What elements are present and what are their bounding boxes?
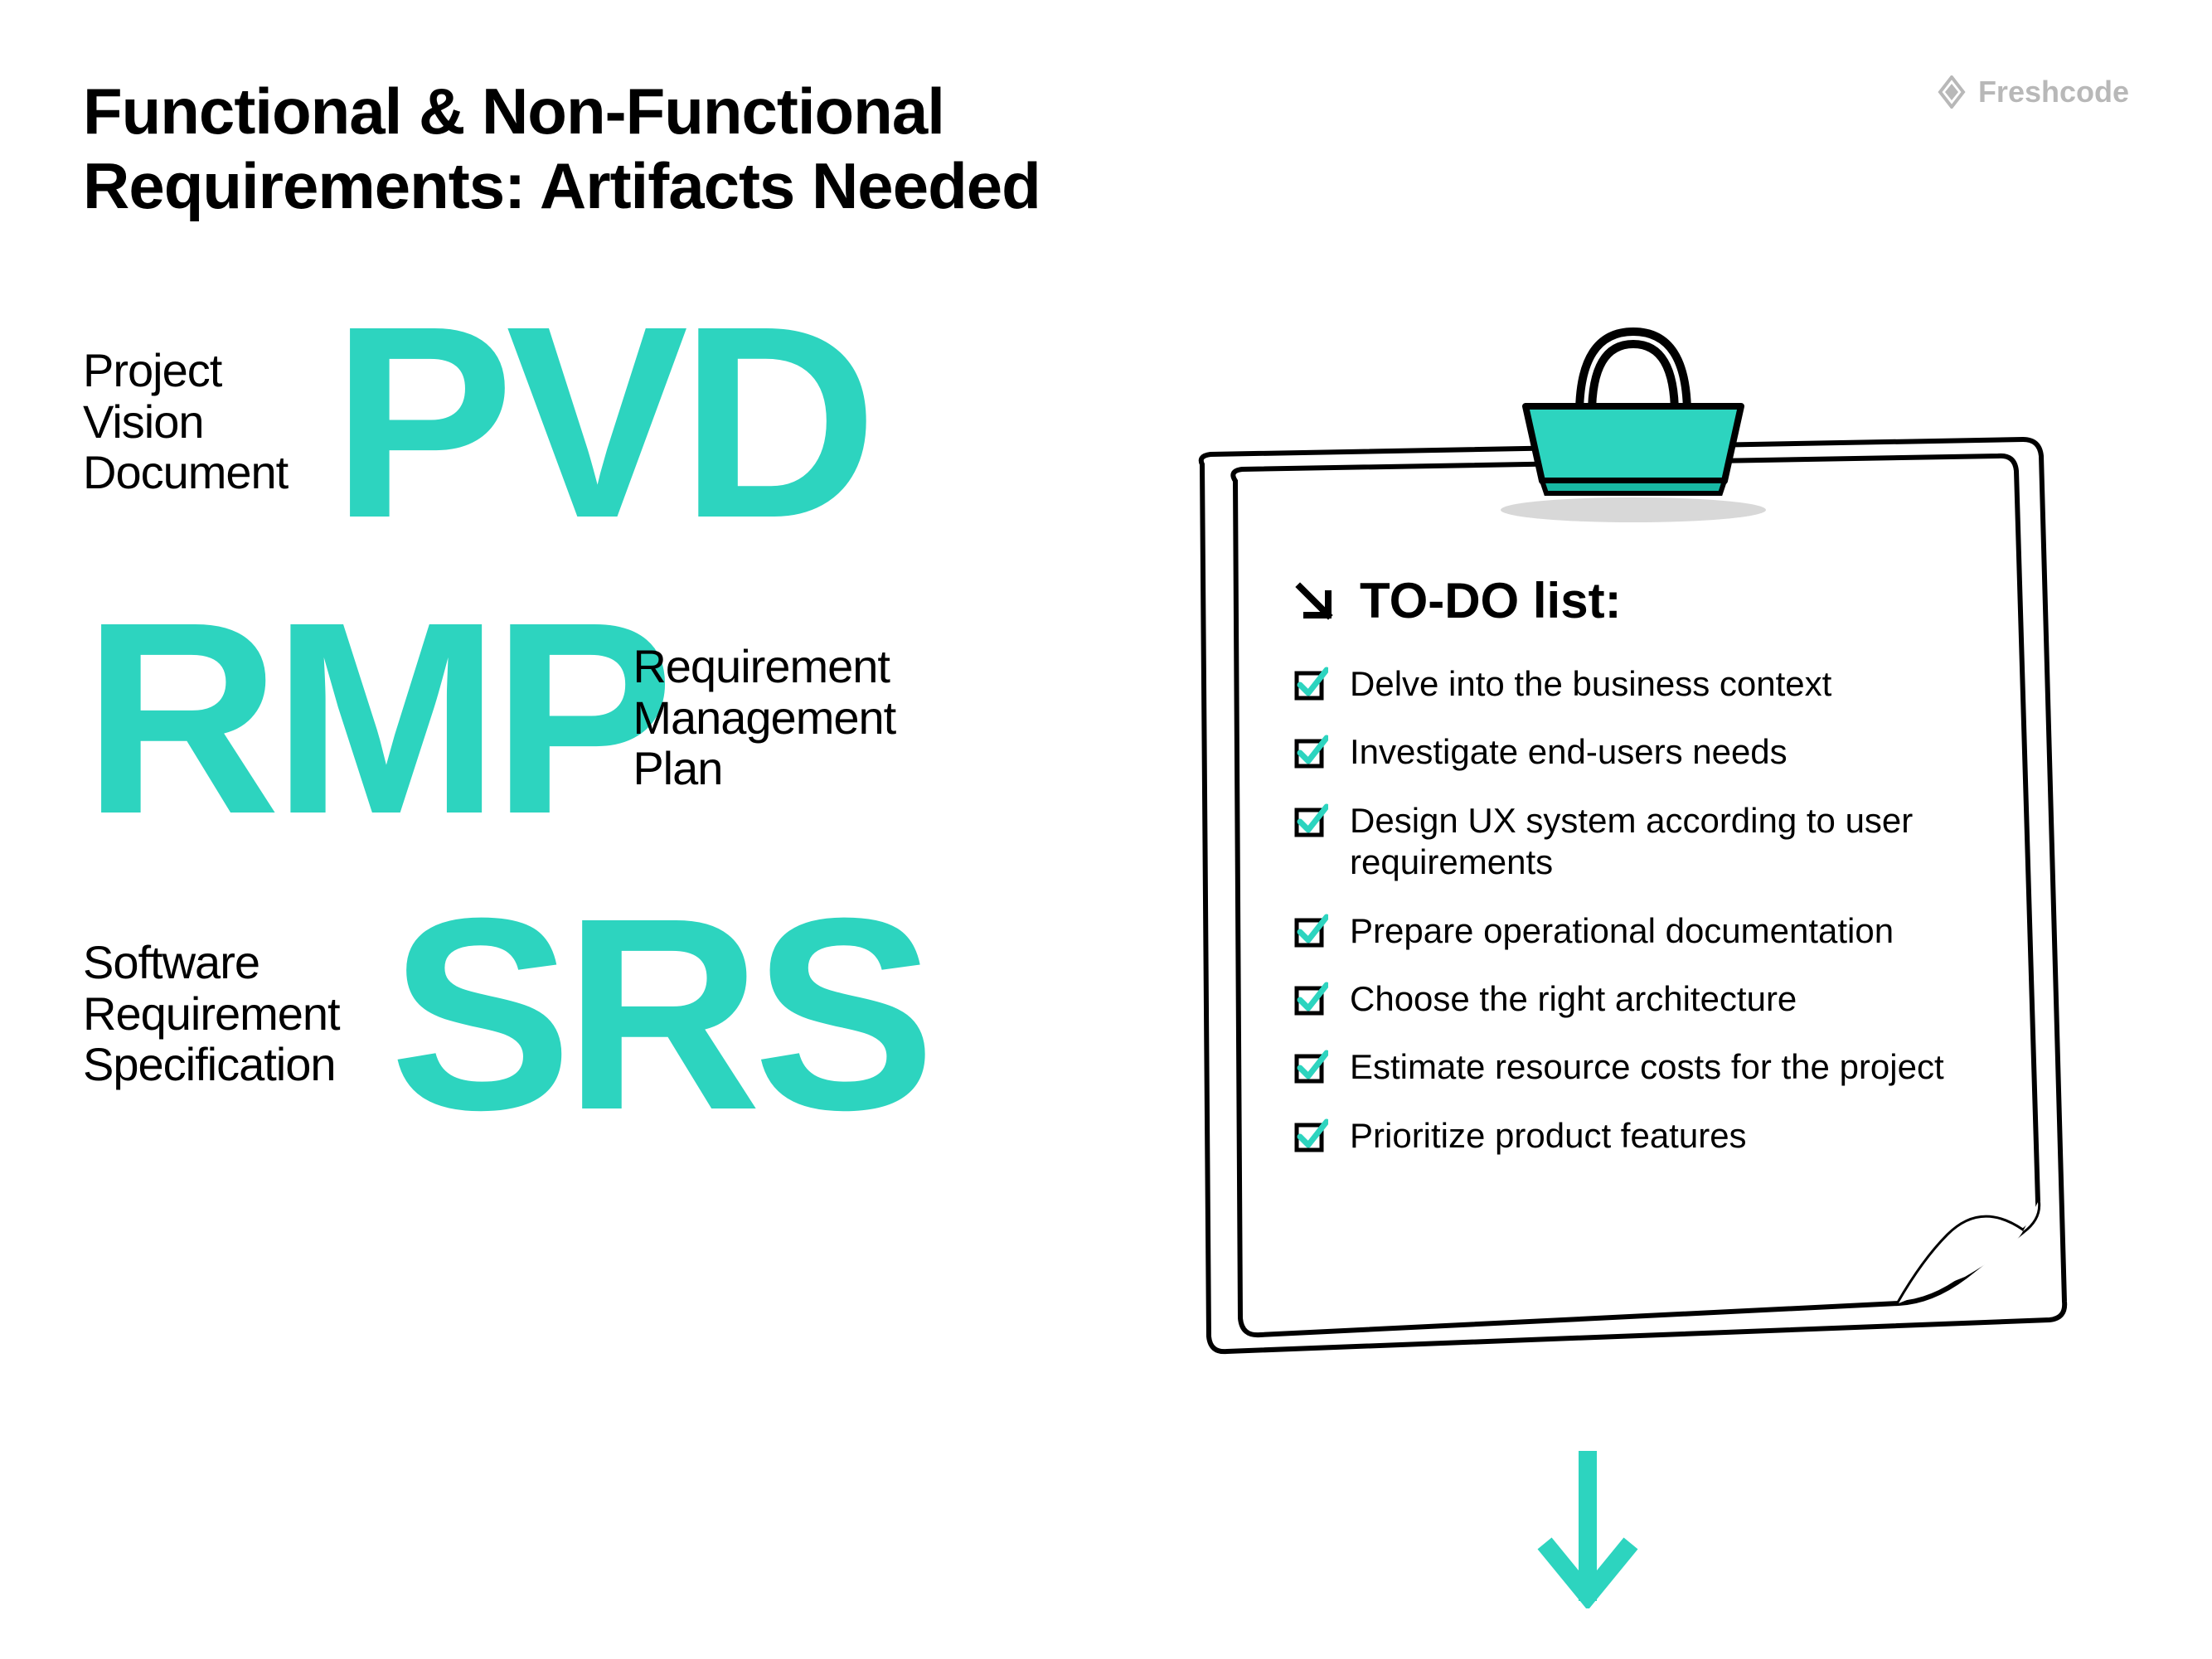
todo-title: TO-DO list: (1360, 572, 1622, 629)
artifact-rmp-acronym: RMP (83, 594, 666, 841)
checkbox-checked-icon (1293, 1050, 1328, 1084)
brand-logo: Freshcode (1935, 75, 2129, 109)
checkbox-checked-icon (1293, 1118, 1328, 1153)
checkbox-checked-icon (1293, 735, 1328, 769)
arrow-down-right-icon (1293, 580, 1335, 622)
artifact-pvd-acronym: PVD (332, 298, 870, 545)
todo-item: Investigate end-users needs (1293, 731, 1990, 773)
artifact-srs-acronym: SRS (390, 890, 928, 1137)
todo-list: Delve into the business context Investiga… (1293, 663, 1990, 1183)
checkbox-checked-icon (1293, 667, 1328, 701)
clip-shadow (1501, 497, 1766, 522)
todo-item-text: Choose the right architecture (1350, 978, 1797, 1020)
todo-item-text: Investigate end-users needs (1350, 731, 1788, 773)
title-line-1: Functional & Non-Functional (83, 75, 1041, 149)
checkbox-checked-icon (1293, 914, 1328, 948)
todo-item-text: Estimate resource costs for the project (1350, 1046, 1944, 1088)
todo-item: Delve into the business context (1293, 663, 1990, 705)
todo-item: Prepare operational documentation (1293, 910, 1990, 952)
todo-header: TO-DO list: (1293, 572, 1622, 629)
brand-diamond-icon (1935, 75, 1968, 109)
todo-item: Prioritize product features (1293, 1115, 1990, 1157)
checkbox-checked-icon (1293, 982, 1328, 1016)
artifact-srs: Software Requirement Specification SRS (83, 890, 1061, 1137)
artifacts-column: Project Vision Document PVD RMP Requirem… (83, 298, 1061, 1170)
arrow-down-icon (1534, 1451, 1642, 1608)
artifact-pvd-label: Project Vision Document (83, 345, 348, 498)
artifact-rmp: RMP Requirement Management Plan (83, 594, 1061, 841)
todo-item: Estimate resource costs for the project (1293, 1046, 1990, 1088)
artifact-pvd: Project Vision Document PVD (83, 298, 1061, 545)
brand-text: Freshcode (1978, 75, 2129, 109)
artifact-rmp-label: Requirement Management Plan (633, 641, 895, 794)
checkbox-checked-icon (1293, 803, 1328, 838)
notepad: TO-DO list: Delve into the business cont… (1152, 357, 2089, 1401)
binder-clip-icon (1484, 315, 1783, 497)
page-title: Functional & Non-Functional Requirements… (83, 75, 1041, 223)
todo-item-text: Design UX system according to user requi… (1350, 800, 1990, 884)
todo-item: Choose the right architecture (1293, 978, 1990, 1020)
todo-item: Design UX system according to user requi… (1293, 800, 1990, 884)
title-line-2: Requirements: Artifacts Needed (83, 149, 1041, 224)
todo-item-text: Delve into the business context (1350, 663, 1831, 705)
todo-item-text: Prepare operational documentation (1350, 910, 1894, 952)
todo-item-text: Prioritize product features (1350, 1115, 1747, 1157)
artifact-srs-label: Software Requirement Specification (83, 937, 406, 1090)
